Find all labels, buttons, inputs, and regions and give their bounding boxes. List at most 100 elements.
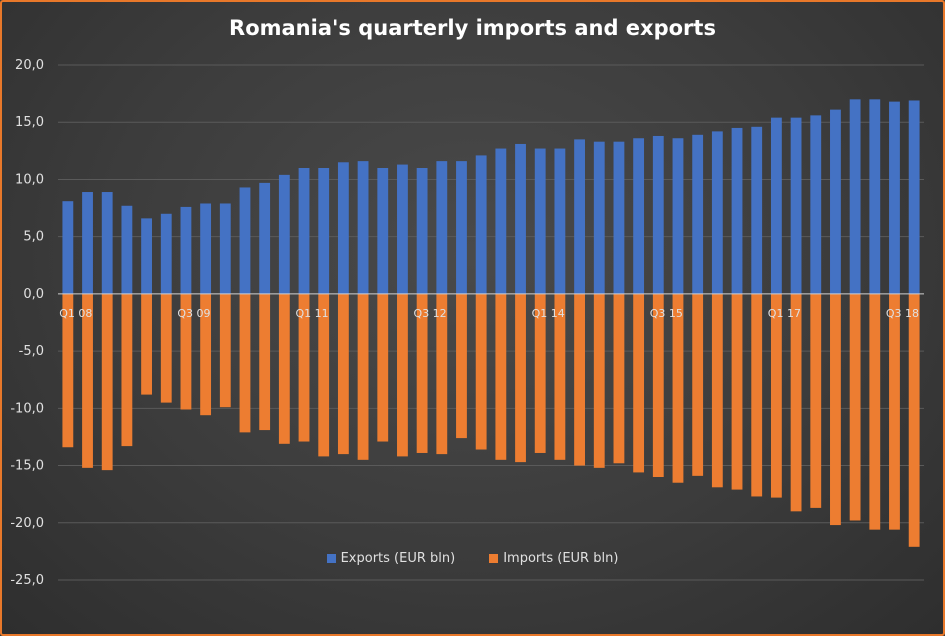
bar-exports	[141, 218, 152, 294]
x-tick-label: Q3 09	[177, 307, 210, 320]
bar-exports	[377, 168, 389, 294]
bar-imports	[908, 293, 920, 547]
bar-exports	[613, 141, 625, 294]
bar-imports	[219, 293, 231, 408]
bar-imports	[416, 293, 428, 453]
legend-swatch-exports	[326, 554, 336, 563]
bar-exports	[298, 168, 310, 294]
bar-exports	[810, 115, 822, 294]
bar-exports	[889, 101, 900, 294]
bar-imports	[436, 293, 448, 455]
x-tick-label: Q3 15	[650, 307, 683, 320]
bar-imports	[298, 293, 310, 442]
bar-exports	[908, 100, 920, 294]
y-tick-label: -15,0	[10, 459, 44, 474]
bar-imports	[731, 293, 743, 490]
legend: Exports (EUR bln) Imports (EUR bln)	[2, 551, 943, 566]
bar-imports	[554, 293, 566, 460]
bar-imports	[180, 293, 192, 410]
bar-imports	[515, 293, 526, 463]
bar-exports	[259, 182, 271, 294]
bar-imports	[574, 293, 585, 466]
bar-exports	[456, 161, 467, 294]
bar-imports	[770, 293, 782, 498]
x-tick-label: Q1 17	[768, 307, 801, 320]
bar-exports	[790, 117, 802, 294]
bar-exports	[652, 135, 664, 294]
bar-imports	[849, 293, 861, 521]
bar-imports	[751, 293, 763, 497]
x-tick-label: Q3 18	[886, 307, 919, 320]
bar-exports	[593, 141, 605, 294]
bar-exports	[101, 192, 113, 294]
y-tick-label: 5,0	[23, 230, 44, 245]
bar-exports	[357, 161, 369, 294]
bar-exports	[751, 126, 763, 294]
bar-exports	[397, 164, 408, 294]
bar-imports	[613, 293, 625, 464]
chart-title: Romania's quarterly imports and exports	[229, 16, 716, 40]
bar-imports	[534, 293, 546, 453]
bar-imports	[121, 293, 133, 447]
bar-imports	[692, 293, 704, 476]
legend-item-exports: Exports (EUR bln)	[326, 551, 456, 566]
bar-imports	[62, 293, 74, 448]
bar-imports	[830, 293, 841, 526]
y-tick-label: -25,0	[10, 573, 44, 588]
y-tick-label: 20,0	[15, 58, 44, 73]
bar-exports	[200, 203, 212, 294]
bar-imports	[889, 293, 900, 530]
bar-exports	[436, 161, 448, 294]
bar-imports	[200, 293, 212, 416]
bar-exports	[121, 205, 133, 294]
bar-imports	[239, 293, 251, 433]
bar-exports	[515, 143, 526, 294]
bar-exports	[278, 174, 290, 294]
bar-imports	[259, 293, 271, 431]
x-tick-label: Q3 12	[414, 307, 447, 320]
bar-imports	[633, 293, 645, 473]
legend-swatch-imports	[489, 554, 499, 563]
legend-label-exports: Exports (EUR bln)	[340, 551, 456, 566]
bar-imports	[790, 293, 802, 512]
bar-imports	[652, 293, 664, 477]
bar-exports	[82, 192, 93, 294]
bar-imports	[495, 293, 507, 460]
bar-exports	[711, 131, 723, 294]
bar-exports	[337, 162, 349, 294]
x-tick-label: Q1 11	[295, 307, 328, 320]
bar-exports	[160, 213, 172, 294]
bar-imports	[711, 293, 723, 488]
bar-exports	[633, 138, 645, 294]
bar-imports	[337, 293, 349, 455]
y-tick-label: -20,0	[10, 516, 44, 531]
legend-item-imports: Imports (EUR bln)	[489, 551, 618, 566]
y-tick-label: 0,0	[23, 287, 44, 302]
bar-imports	[869, 293, 881, 530]
bar-exports	[219, 203, 231, 294]
y-tick-label: 10,0	[15, 172, 44, 187]
bar-exports	[495, 148, 507, 294]
bar-imports	[456, 293, 467, 439]
bar-exports	[180, 206, 192, 294]
bar-exports	[770, 117, 782, 294]
bar-exports	[731, 127, 743, 294]
bar-imports	[141, 293, 152, 395]
bar-imports	[593, 293, 605, 468]
bar-exports	[62, 201, 74, 294]
bar-exports	[475, 155, 487, 294]
bar-exports	[239, 187, 251, 294]
bar-imports	[357, 293, 369, 460]
bar-exports	[318, 168, 330, 294]
x-tick-label: Q1 08	[59, 307, 92, 320]
bar-imports	[475, 293, 487, 450]
bar-imports	[101, 293, 113, 471]
y-tick-label: 15,0	[15, 115, 44, 130]
bar-imports	[810, 293, 822, 508]
bar-imports	[397, 293, 408, 457]
bar-imports	[377, 293, 389, 442]
bar-exports	[869, 99, 881, 294]
bar-imports	[82, 293, 93, 468]
